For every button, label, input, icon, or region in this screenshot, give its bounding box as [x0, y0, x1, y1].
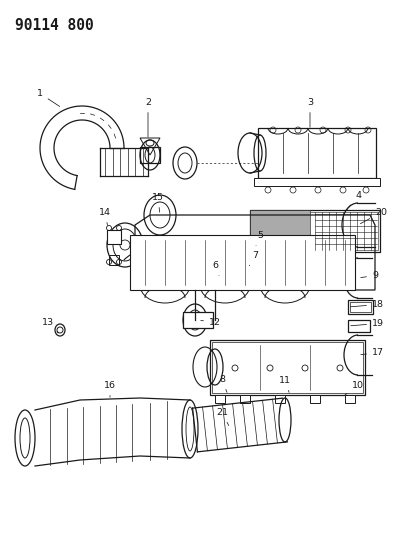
Bar [250, 210, 380, 252]
Text: 9: 9 [361, 271, 378, 280]
Text: 20: 20 [361, 208, 387, 224]
Bar [240, 245, 250, 255]
Bar [350, 302, 371, 312]
Bar [250, 210, 310, 252]
Bar [107, 230, 121, 244]
Bar [345, 395, 355, 403]
Bar [155, 235, 165, 255]
Bar [260, 245, 270, 255]
Text: 2: 2 [145, 98, 151, 137]
Bar [212, 342, 363, 393]
Text: 5: 5 [256, 231, 263, 245]
Bar [252, 212, 378, 250]
Text: 19: 19 [351, 319, 384, 328]
Text: 8: 8 [219, 375, 227, 392]
Bar [183, 312, 213, 328]
Bar [258, 128, 376, 178]
Text: 1: 1 [37, 89, 60, 107]
Bar [275, 395, 285, 403]
Text: 90114 800: 90114 800 [15, 18, 94, 33]
Text: 17: 17 [361, 348, 384, 357]
Bar [130, 235, 355, 290]
Text: 14: 14 [99, 208, 111, 225]
Text: 10: 10 [345, 381, 364, 395]
Text: 16: 16 [104, 381, 116, 397]
Text: 4: 4 [347, 191, 361, 210]
Text: 18: 18 [351, 300, 384, 309]
Bar [210, 340, 365, 395]
Bar [109, 255, 119, 265]
Bar [222, 247, 228, 253]
Bar [254, 178, 380, 186]
Text: 3: 3 [307, 98, 313, 127]
Text: 12: 12 [201, 318, 221, 327]
Bar [220, 245, 230, 255]
Text: 7: 7 [250, 251, 258, 265]
Bar [140, 147, 160, 163]
Text: 15: 15 [152, 193, 164, 212]
Bar [262, 247, 268, 253]
Bar [348, 300, 373, 314]
Bar [215, 395, 225, 403]
Bar [310, 395, 320, 403]
Bar [348, 320, 370, 332]
Text: 6: 6 [212, 261, 219, 276]
Text: 13: 13 [42, 318, 58, 333]
Text: 11: 11 [279, 376, 291, 392]
Bar [240, 395, 250, 403]
Bar [242, 247, 248, 253]
Text: 21: 21 [216, 408, 229, 425]
